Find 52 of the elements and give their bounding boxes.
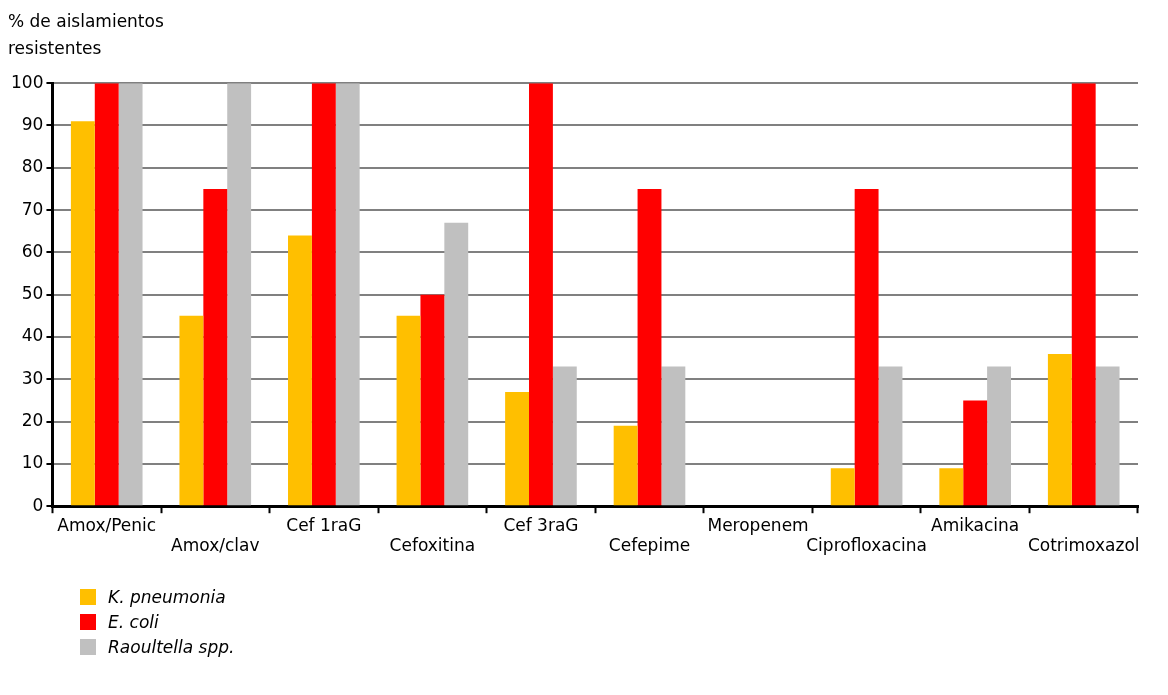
x-tick-label: Cef 1raG: [286, 514, 362, 535]
bar: [1071, 83, 1096, 506]
x-tick-label: Cef 3raG: [503, 514, 579, 535]
y-tick-label: 0: [32, 494, 44, 515]
bar: [505, 391, 530, 506]
bar: [878, 366, 903, 506]
y-tick-label: 30: [21, 367, 44, 388]
x-tick-label: Amox/clav: [171, 535, 260, 556]
bar: [661, 366, 686, 506]
x-tick-label: Cefoxitina: [389, 535, 476, 556]
bar: [987, 366, 1011, 506]
bar: [335, 83, 360, 506]
bar: [830, 468, 855, 506]
bar: [613, 425, 638, 506]
bar: [94, 83, 119, 506]
bar: [1047, 353, 1072, 506]
y-tick-label: 10: [21, 452, 44, 473]
x-tick-label: Amox/Penic: [57, 514, 157, 535]
x-tick-label: Ciprofloxacina: [806, 535, 927, 556]
bar: [118, 83, 143, 506]
bar: [288, 235, 312, 506]
bar: [179, 315, 204, 506]
bar: [963, 400, 988, 506]
bar: [227, 83, 252, 506]
bar: [444, 222, 469, 506]
y-tick-label: 40: [21, 325, 44, 346]
y-tick-label: 50: [21, 283, 44, 304]
bar: [637, 188, 662, 506]
y-tick-label: 60: [21, 240, 44, 261]
legend-label: E. coli: [108, 611, 159, 632]
bar: [939, 468, 964, 506]
x-tick-label: Cotrimoxazol: [1027, 535, 1140, 556]
y-tick-label: 20: [21, 410, 44, 431]
bar: [420, 294, 445, 506]
y-tick-label: 100: [10, 71, 44, 92]
x-tick-label: Meropenem: [707, 514, 809, 535]
bar: [311, 83, 336, 506]
y-tick-label: 80: [21, 156, 44, 177]
bar: [854, 188, 879, 506]
legend-label: Raoultella spp.: [108, 636, 235, 657]
bar: [552, 366, 577, 506]
bar: [203, 188, 228, 506]
y-tick-label: 90: [21, 113, 44, 134]
bar: [70, 121, 95, 506]
x-tick-label: Amikacina: [931, 514, 1020, 535]
bar: [529, 83, 553, 506]
y-axis-title: % de aislamientos resistentes: [8, 10, 165, 60]
legend-label: K. pneumonia: [108, 586, 226, 607]
bar: [396, 315, 421, 506]
x-tick-label: Cefepime: [608, 535, 691, 556]
bar: [1095, 366, 1120, 506]
y-tick-label: 70: [21, 198, 44, 219]
